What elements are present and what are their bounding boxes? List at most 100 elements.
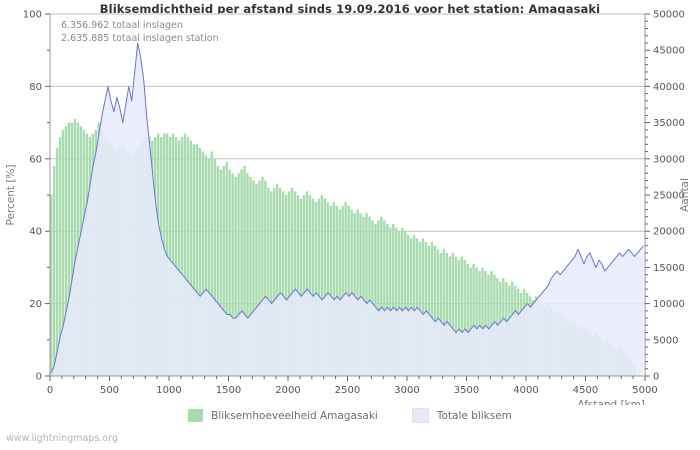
bar: [481, 267, 484, 376]
y-tick-label: 80: [29, 82, 42, 93]
bar: [61, 129, 65, 376]
bar: [234, 176, 237, 376]
bar: [261, 176, 264, 376]
bar: [186, 137, 190, 376]
x-tick-label: 3000: [394, 385, 419, 396]
series-total-line: [50, 42, 644, 373]
page-title: Bliksemdichtheid per afstand sinds 19.09…: [99, 2, 601, 16]
bar: [276, 184, 279, 376]
y-axis-title: Percent [%]: [5, 164, 17, 225]
bar: [207, 158, 211, 376]
bar: [58, 137, 62, 376]
legend-swatch-total: [411, 408, 429, 423]
bar: [389, 227, 392, 376]
bar: [192, 144, 196, 376]
y-tick-label: 0: [36, 372, 42, 383]
bar: [49, 195, 53, 376]
y2-axis-title: Aantal: [679, 178, 691, 212]
bar: [412, 234, 416, 376]
bar: [353, 213, 356, 376]
bar: [70, 122, 74, 376]
bar: [246, 173, 249, 376]
bar: [430, 242, 434, 376]
y2-tick-label: 45000: [653, 46, 685, 57]
bar: [472, 263, 475, 376]
bar: [347, 205, 350, 376]
bar: [427, 245, 431, 376]
bar: [287, 191, 291, 376]
bar: [317, 198, 321, 376]
bar: [171, 133, 175, 376]
bar: [168, 137, 172, 376]
bar: [362, 216, 365, 376]
bar: [302, 195, 306, 376]
bar: [255, 184, 258, 376]
bar: [305, 191, 309, 376]
y2-tick-label: 0: [653, 372, 659, 383]
bar: [284, 195, 288, 376]
x-tick-label: 4500: [573, 385, 598, 396]
bar: [406, 234, 410, 376]
y-tick-label: 40: [29, 227, 42, 238]
bar: [174, 137, 178, 376]
bar: [457, 260, 460, 376]
y2-tick-label: 5000: [653, 335, 678, 346]
bar: [469, 267, 472, 376]
bar: [359, 213, 362, 376]
y2-tick-label: 20000: [653, 227, 685, 238]
bar: [326, 202, 330, 376]
y2-tick-label: 25000: [653, 191, 685, 202]
bar: [314, 202, 318, 376]
bar: [237, 173, 240, 376]
bar: [371, 220, 374, 376]
bar: [377, 220, 380, 376]
bar: [392, 223, 395, 376]
bar: [398, 231, 401, 376]
bar: [243, 166, 246, 376]
bar: [445, 252, 449, 376]
bar: [279, 187, 282, 376]
bar: [299, 198, 303, 376]
bar: [55, 147, 59, 376]
bar: [210, 151, 214, 376]
bar: [448, 256, 452, 376]
x-tick-label: 3500: [454, 385, 479, 396]
bar: [466, 263, 469, 376]
legend-label-bars: Bliksemhoeveelheid Amagasaki: [211, 409, 378, 422]
bar: [338, 209, 341, 376]
bar: [180, 137, 184, 376]
bar: [395, 227, 398, 376]
bar: [249, 176, 252, 376]
bar: [487, 274, 490, 376]
chart-legend: Bliksemhoeveelheid Amagasaki Totale blik…: [0, 408, 700, 423]
bar: [177, 140, 181, 376]
bar: [198, 147, 202, 376]
bar: [356, 209, 359, 376]
bar: [252, 180, 255, 376]
x-tick-label: 2000: [275, 385, 300, 396]
bar: [374, 223, 377, 376]
annotation-station-strikes: 2.635.885 totaal inslagen station: [61, 33, 219, 44]
bar: [451, 252, 454, 376]
bar: [267, 187, 270, 376]
bar: [264, 180, 267, 376]
bar: [418, 242, 422, 376]
chart-plot-area: 0204060801000500010000150002000025000300…: [5, 10, 691, 406]
bar: [219, 169, 222, 376]
bar: [403, 231, 407, 376]
series-total-area: [51, 42, 644, 377]
bar: [228, 169, 231, 376]
bar: [189, 140, 193, 376]
y-tick-label: 20: [29, 299, 42, 310]
y2-tick-label: 10000: [653, 299, 685, 310]
bar: [332, 202, 335, 376]
bar: [368, 216, 371, 376]
y2-tick-label: 35000: [653, 118, 685, 129]
bar: [421, 238, 425, 376]
bar: [335, 205, 338, 376]
bar: [475, 267, 478, 376]
bar: [439, 252, 443, 376]
x-tick-label: 5000: [632, 385, 657, 396]
bar: [365, 213, 368, 376]
bar: [293, 191, 297, 376]
